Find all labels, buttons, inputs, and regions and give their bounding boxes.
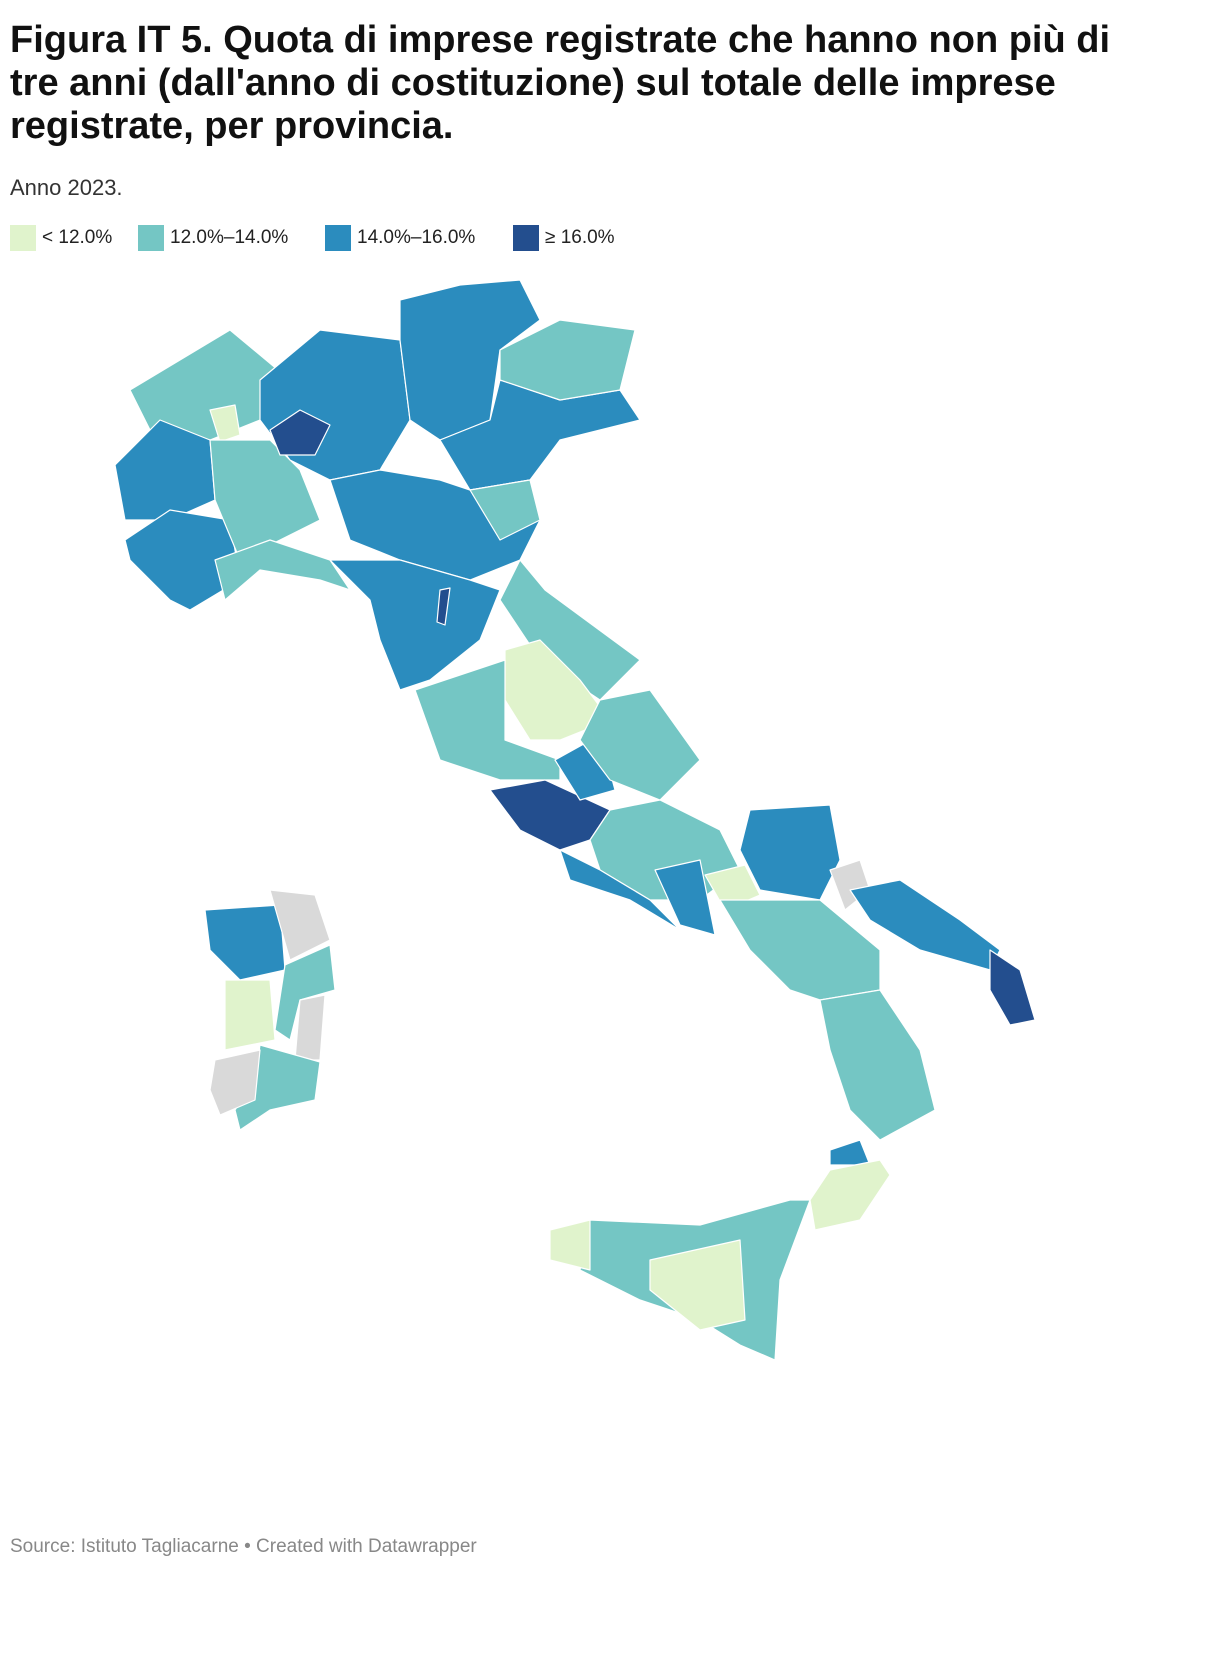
province [436, 587, 451, 626]
province [704, 864, 761, 911]
province [719, 899, 881, 1001]
province [209, 1049, 261, 1116]
province [269, 409, 331, 456]
subtitle: Anno 2023. [10, 175, 123, 200]
province [124, 509, 241, 611]
legend-swatch [138, 225, 164, 251]
province [549, 1219, 591, 1271]
province [214, 539, 351, 601]
title-line: tre anni (dall'anno di costituzione) sul… [10, 62, 1056, 104]
legend-label: 14.0%–16.0% [357, 227, 475, 248]
legend: < 12.0% 12.0%–14.0% 14.0%–16.0% ≥ 16.0% [10, 225, 615, 251]
province [499, 319, 636, 401]
legend-label: 12.0%–14.0% [170, 227, 288, 248]
province [649, 1239, 746, 1331]
legend-swatch [513, 225, 539, 251]
legend-label: < 12.0% [42, 227, 112, 248]
province [809, 1159, 891, 1231]
province [269, 889, 331, 961]
province [224, 979, 276, 1051]
source: Source: Istituto Tagliacarne • Created w… [10, 1536, 477, 1557]
legend-label: ≥ 16.0% [545, 227, 615, 248]
province [294, 994, 326, 1061]
province [209, 439, 321, 561]
province [654, 859, 716, 936]
province [209, 404, 241, 443]
province [559, 849, 681, 931]
title-line: Figura IT 5. Quota di imprese registrate… [10, 19, 1110, 61]
legend-swatch [325, 225, 351, 251]
province [989, 949, 1036, 1026]
province [414, 659, 561, 781]
legend-swatch [10, 225, 36, 251]
map [114, 279, 1036, 1361]
province [469, 479, 541, 541]
province [829, 1139, 871, 1166]
province [819, 989, 936, 1141]
title-line: registrate, per provincia. [10, 105, 454, 147]
province [329, 559, 501, 691]
province [399, 279, 541, 441]
province [204, 904, 286, 981]
